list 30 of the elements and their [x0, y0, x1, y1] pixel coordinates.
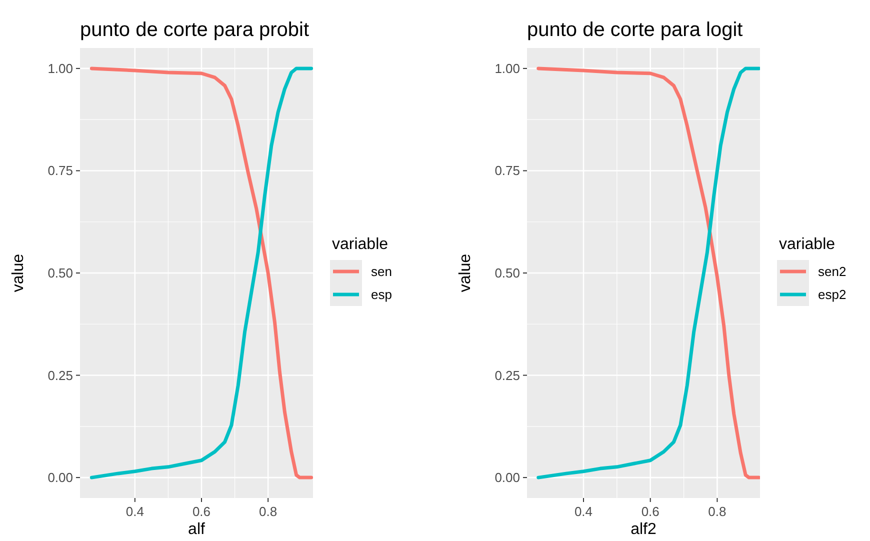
- legend-label: sen: [371, 264, 392, 279]
- y-tick-label: 0.00: [494, 470, 520, 486]
- legend-label: sen2: [818, 264, 846, 279]
- y-tick-label: 1.00: [48, 60, 73, 76]
- y-tick-label: 0.00: [48, 470, 73, 486]
- y-tick-label: 1.00: [494, 60, 520, 76]
- x-axis-title: alf2: [630, 521, 656, 538]
- legend-label: esp: [371, 287, 392, 302]
- y-tick-label: 0.50: [494, 266, 520, 280]
- x-tick-label: 0.4: [574, 504, 593, 519]
- y-axis-title: value: [457, 254, 474, 292]
- x-tick-label: 0.4: [126, 504, 144, 519]
- y-tick-label: 0.75: [48, 163, 73, 178]
- x-tick-label: 0.8: [708, 504, 726, 519]
- x-tick-label: 0.6: [641, 504, 660, 519]
- y-tick-label: 0.25: [494, 368, 520, 383]
- y-tick-label: 0.75: [494, 163, 520, 178]
- chart-title: punto de corte para probit: [80, 19, 310, 41]
- x-tick-label: 0.6: [192, 504, 211, 519]
- y-axis-title: value: [10, 254, 27, 292]
- y-tick-label: 0.50: [48, 266, 73, 280]
- x-tick-label: 0.8: [259, 504, 278, 519]
- line-series: [536, 66, 760, 480]
- x-axis-title: alf: [188, 521, 206, 538]
- chart-title: punto de corte para logit: [527, 19, 744, 41]
- legend-title: variable: [779, 236, 836, 253]
- line-series: [90, 66, 313, 480]
- legend-title: variable: [332, 236, 388, 253]
- y-tick-label: 0.25: [48, 368, 73, 383]
- legend-label: esp2: [818, 287, 846, 302]
